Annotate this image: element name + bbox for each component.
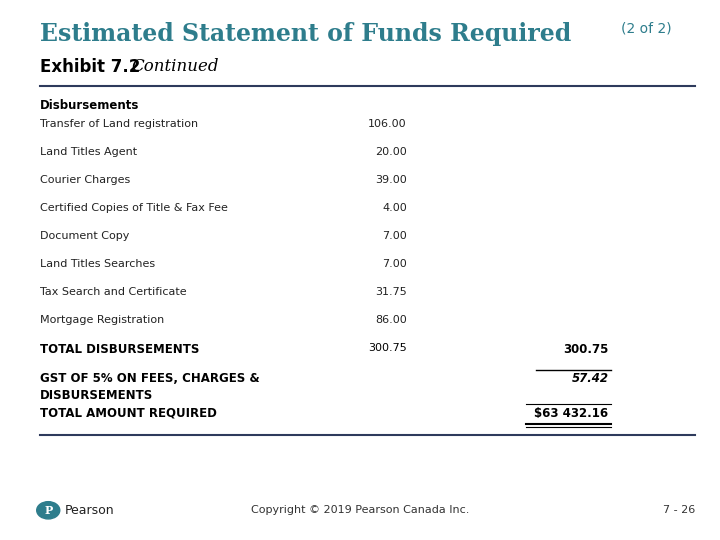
- Text: 300.75: 300.75: [368, 343, 407, 354]
- Text: P: P: [44, 505, 53, 516]
- Text: Document Copy: Document Copy: [40, 231, 129, 241]
- Text: Land Titles Searches: Land Titles Searches: [40, 259, 155, 269]
- Text: Transfer of Land registration: Transfer of Land registration: [40, 119, 198, 129]
- Text: Exhibit 7.2: Exhibit 7.2: [40, 58, 140, 76]
- Text: Tax Search and Certificate: Tax Search and Certificate: [40, 287, 186, 298]
- Text: (2 of 2): (2 of 2): [621, 22, 671, 36]
- Text: 20.00: 20.00: [375, 147, 407, 157]
- Text: 4.00: 4.00: [382, 203, 407, 213]
- Text: Land Titles Agent: Land Titles Agent: [40, 147, 137, 157]
- Text: Disbursements: Disbursements: [40, 99, 139, 112]
- Circle shape: [37, 502, 60, 519]
- Text: Mortgage Registration: Mortgage Registration: [40, 315, 164, 326]
- Text: TOTAL DISBURSEMENTS: TOTAL DISBURSEMENTS: [40, 343, 199, 356]
- Text: Continued: Continued: [132, 58, 220, 75]
- Text: Estimated Statement of Funds Required: Estimated Statement of Funds Required: [40, 22, 571, 45]
- Text: TOTAL AMOUNT REQUIRED: TOTAL AMOUNT REQUIRED: [40, 407, 217, 420]
- Text: 7 - 26: 7 - 26: [662, 505, 695, 515]
- Text: 7.00: 7.00: [382, 259, 407, 269]
- Text: 7.00: 7.00: [382, 231, 407, 241]
- Text: 39.00: 39.00: [375, 175, 407, 185]
- Text: Pearson: Pearson: [65, 504, 114, 517]
- Text: Copyright © 2019 Pearson Canada Inc.: Copyright © 2019 Pearson Canada Inc.: [251, 505, 469, 515]
- Text: Courier Charges: Courier Charges: [40, 175, 130, 185]
- Text: GST OF 5% ON FEES, CHARGES &: GST OF 5% ON FEES, CHARGES &: [40, 372, 259, 384]
- Text: Certified Copies of Title & Fax Fee: Certified Copies of Title & Fax Fee: [40, 203, 228, 213]
- Text: 86.00: 86.00: [375, 315, 407, 326]
- Text: 300.75: 300.75: [563, 343, 608, 356]
- Text: 31.75: 31.75: [375, 287, 407, 298]
- Text: $63 432.16: $63 432.16: [534, 407, 608, 420]
- Text: 106.00: 106.00: [368, 119, 407, 129]
- Text: 57.42: 57.42: [572, 372, 608, 384]
- Text: DISBURSEMENTS: DISBURSEMENTS: [40, 389, 153, 402]
